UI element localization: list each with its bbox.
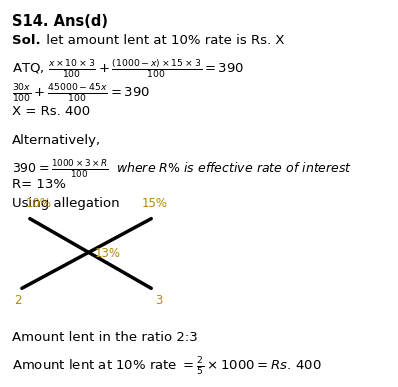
Text: Alternatively,: Alternatively, [12, 134, 101, 147]
Text: $\frac{30x}{100}+\frac{45000-45x}{100}=390$: $\frac{30x}{100}+\frac{45000-45x}{100}=3… [12, 83, 150, 105]
Text: X = Rs. 400: X = Rs. 400 [12, 105, 90, 118]
Text: 13%: 13% [95, 247, 121, 260]
Text: Sol.: Sol. [12, 34, 41, 47]
Text: let amount lent at 10% rate is Rs. X: let amount lent at 10% rate is Rs. X [42, 34, 284, 47]
Text: Amount lent in the ratio 2:3: Amount lent in the ratio 2:3 [12, 331, 198, 344]
Text: 3: 3 [155, 294, 163, 307]
Text: 10%: 10% [26, 197, 52, 210]
Text: R= 13%: R= 13% [12, 178, 66, 192]
Text: S14. Ans(d): S14. Ans(d) [12, 14, 108, 29]
Text: Amount lent at 10% rate $=\frac{2}{5}\times1000=\mathit{Rs.}\,400$: Amount lent at 10% rate $=\frac{2}{5}\ti… [12, 356, 322, 378]
Text: $390=\frac{1000\times3\times R}{100}$  $\it{where\ R\%\ is\ effective\ rate\ of\: $390=\frac{1000\times3\times R}{100}$ $\… [12, 158, 352, 180]
Text: 15%: 15% [141, 197, 167, 210]
Text: ATQ, $\frac{x\times10\times3}{100}+\frac{(1000-x)\times15\times3}{100}=390$: ATQ, $\frac{x\times10\times3}{100}+\frac… [12, 58, 244, 80]
Text: 2: 2 [14, 294, 21, 307]
Text: Using allegation: Using allegation [12, 197, 119, 210]
